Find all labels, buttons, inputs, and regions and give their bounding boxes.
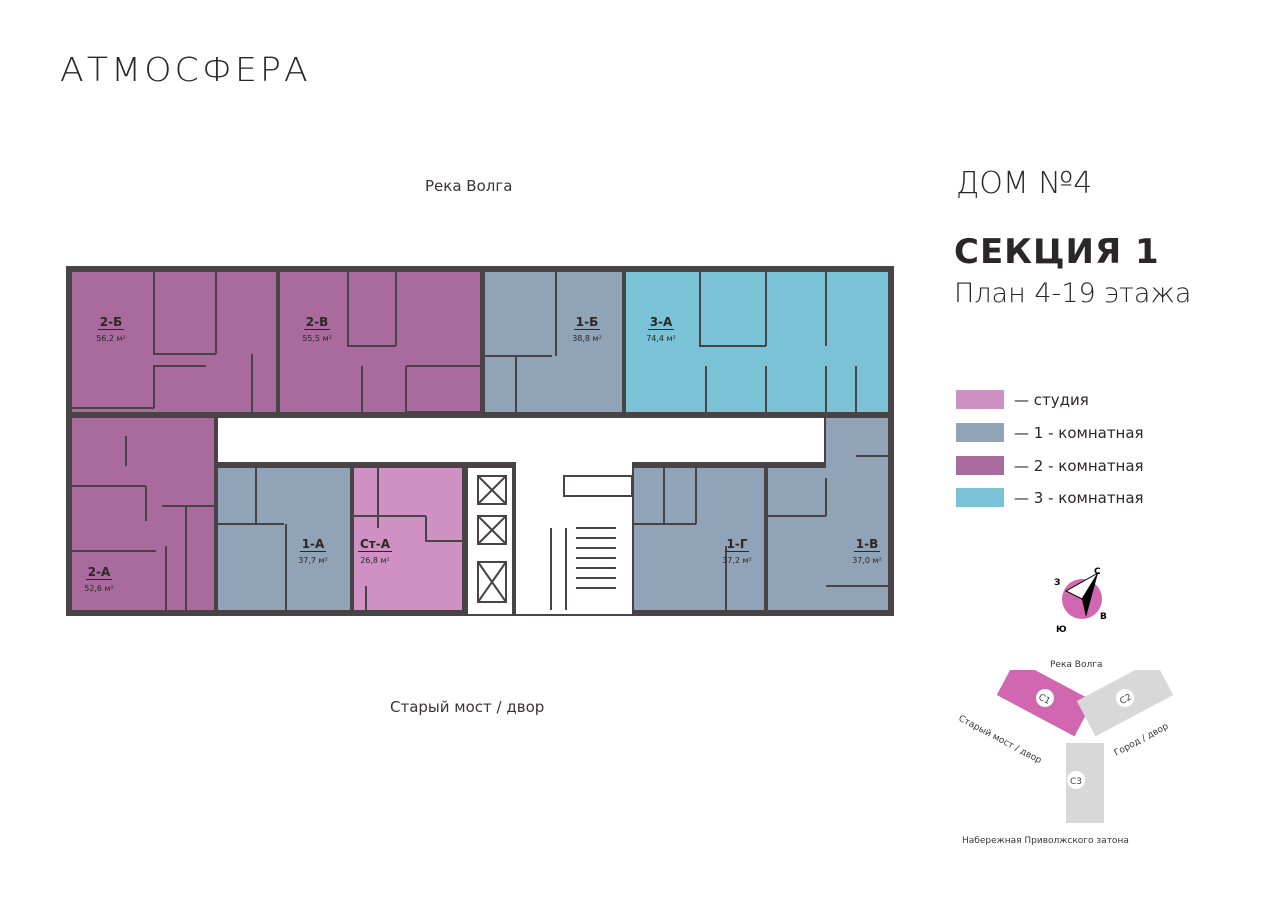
apartment-2v[interactable] <box>280 272 480 412</box>
brand-logo: АТМОСФЕРА <box>60 50 311 89</box>
unit-label-3a: 3-А 74,4 м² <box>646 315 676 344</box>
section-c1[interactable]: С1 <box>996 670 1094 737</box>
legend-label: — студия <box>1014 390 1089 409</box>
site-plan: С1 С2 С3 Старый мост / двор Город / двор <box>957 670 1174 823</box>
unit-label-st-a: Ст-А 26,8 м² <box>357 537 393 565</box>
unit-label-1v: 1-В 37,0 м² <box>852 537 882 566</box>
apartment-1a[interactable] <box>218 468 350 610</box>
legend-swatch <box>956 456 1004 475</box>
unit-label-1b: 1-Б 38,8 м² <box>572 315 602 344</box>
site-label-right: Город / двор <box>1113 722 1171 759</box>
section-title: СЕКЦИЯ 1 <box>954 232 1160 272</box>
apartment-1v-hall <box>826 418 888 478</box>
svg-text:В: В <box>1100 612 1107 622</box>
apartment-3a[interactable] <box>626 272 888 412</box>
legend-one-room: — 1 - комнатная <box>956 423 1144 442</box>
apartment-2b[interactable] <box>72 272 276 412</box>
apartment-1g[interactable] <box>634 468 764 610</box>
section-c3[interactable]: С3 <box>1066 743 1104 823</box>
unit-label-2a: 2-А 52,6 м² <box>84 565 114 594</box>
unit-label-1g: 1-Г 37,2 м² <box>722 537 752 566</box>
legend-label: — 2 - комнатная <box>1014 456 1144 475</box>
legend-swatch <box>956 423 1004 442</box>
floors-subtitle: План 4-19 этажа <box>954 278 1192 309</box>
legend-two-room: — 2 - комнатная <box>956 456 1144 475</box>
legend-studio: — студия <box>956 390 1089 409</box>
legend-label: — 3 - комнатная <box>1014 488 1144 507</box>
legend-label: — 1 - комнатная <box>1014 423 1144 442</box>
apartment-2a[interactable] <box>72 418 214 610</box>
unit-label-2v: 2-В 55,5 м² <box>302 315 332 344</box>
apartment-st-a[interactable] <box>354 468 462 610</box>
svg-text:З: З <box>1054 578 1060 588</box>
unit-label-2b: 2-Б 56,2 м² <box>96 315 126 344</box>
corridor <box>218 418 824 462</box>
legend-swatch <box>956 390 1004 409</box>
floor-plan: 2-Б 56,2 м² 2-В 55,5 м² 1-Б 38,8 м² 3-А 74,4… <box>66 266 894 616</box>
svg-text:С2: С2 <box>1118 693 1133 707</box>
legend-three-room: — 3 - комнатная <box>956 488 1144 507</box>
site-label-bottom: Набережная Приволжского затона <box>962 836 1129 846</box>
interior-walls <box>72 272 888 610</box>
site-label-left: Старый мост / двор <box>957 714 1044 766</box>
orientation-bottom: Старый мост / двор <box>390 698 545 716</box>
orientation-top: Река Волга <box>425 177 513 195</box>
svg-text:С3: С3 <box>1070 777 1082 787</box>
compass-icon: С З Ю В <box>1054 567 1107 635</box>
unit-label-1a: 1-А 37,7 м² <box>298 537 328 566</box>
svg-text:С: С <box>1094 567 1101 577</box>
site-label-top: Река Волга <box>1050 660 1103 670</box>
svg-text:С1: С1 <box>1036 693 1051 707</box>
house-number: ДОМ №4 <box>956 166 1093 201</box>
apartment-1b[interactable] <box>485 272 622 412</box>
section-c2[interactable]: С2 <box>1076 670 1174 737</box>
svg-text:Ю: Ю <box>1056 625 1067 635</box>
legend-swatch <box>956 488 1004 507</box>
